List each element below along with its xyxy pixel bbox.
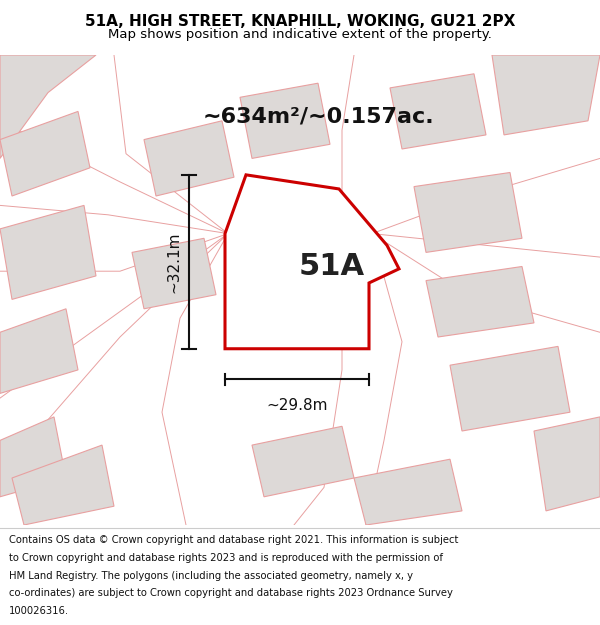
Text: ~634m²/~0.157ac.: ~634m²/~0.157ac. [202,106,434,126]
Text: HM Land Registry. The polygons (including the associated geometry, namely x, y: HM Land Registry. The polygons (includin… [9,571,413,581]
Polygon shape [144,121,234,196]
Polygon shape [0,417,66,497]
Polygon shape [0,55,96,158]
Polygon shape [450,346,570,431]
Polygon shape [0,111,90,196]
Text: Contains OS data © Crown copyright and database right 2021. This information is : Contains OS data © Crown copyright and d… [9,535,458,545]
Text: 51A, HIGH STREET, KNAPHILL, WOKING, GU21 2PX: 51A, HIGH STREET, KNAPHILL, WOKING, GU21… [85,14,515,29]
Text: Map shows position and indicative extent of the property.: Map shows position and indicative extent… [108,28,492,41]
Polygon shape [426,266,534,337]
Polygon shape [240,83,330,158]
Polygon shape [354,459,462,525]
Text: co-ordinates) are subject to Crown copyright and database rights 2023 Ordnance S: co-ordinates) are subject to Crown copyr… [9,588,453,598]
Text: ~29.8m: ~29.8m [266,398,328,413]
Text: to Crown copyright and database rights 2023 and is reproduced with the permissio: to Crown copyright and database rights 2… [9,552,443,562]
Text: ~32.1m: ~32.1m [167,231,182,292]
Polygon shape [492,55,600,135]
Polygon shape [0,206,96,299]
Polygon shape [414,173,522,253]
Polygon shape [0,309,78,393]
Polygon shape [12,445,114,525]
Polygon shape [252,426,354,497]
Text: 51A: 51A [299,252,365,281]
Polygon shape [225,175,399,349]
Polygon shape [534,417,600,511]
Polygon shape [390,74,486,149]
Polygon shape [132,238,216,309]
Text: 100026316.: 100026316. [9,606,69,616]
